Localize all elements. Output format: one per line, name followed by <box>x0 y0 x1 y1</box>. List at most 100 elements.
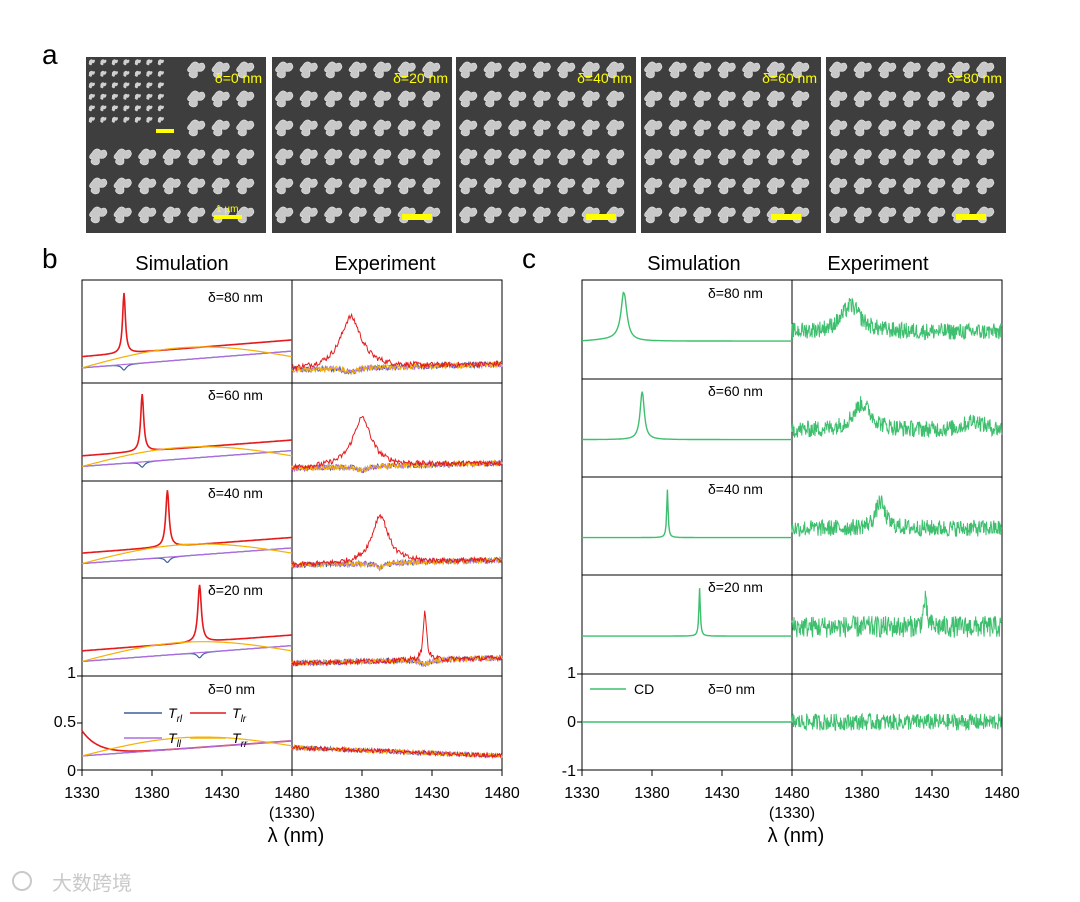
b-y-tick: 1 <box>67 665 76 682</box>
c-exp-line-cd <box>791 396 1003 438</box>
nanostructure <box>878 148 897 166</box>
nanostructure <box>742 148 761 166</box>
scale-bar <box>586 214 616 220</box>
sem-image: δ=20 nm <box>272 57 452 233</box>
sem-delta-label: δ=20 nm <box>393 70 448 86</box>
nanostructure <box>581 148 600 166</box>
nanostructure <box>459 206 478 224</box>
c-row-plot <box>582 391 1003 441</box>
c-x-tick: 1480 <box>774 785 810 802</box>
b-row-labels: δ=80 nm δ=60 nm δ=40 nm δ=20 nm δ=0 nm <box>208 289 263 697</box>
nanostructure <box>483 61 502 79</box>
nanostructure <box>348 206 367 224</box>
c-row-plot <box>581 291 1003 342</box>
nanostructure <box>853 148 872 166</box>
c-sim-line-cd <box>581 291 792 342</box>
c-row-labels: δ=80 nm δ=60 nm δ=40 nm δ=20 nm δ=0 nm <box>708 285 763 697</box>
c-row-plot <box>582 489 1003 539</box>
nanostructure <box>532 148 551 166</box>
nanostructure <box>113 177 132 195</box>
b-sim-line-ll <box>81 547 293 565</box>
nanostructure <box>902 206 921 224</box>
nanostructure <box>275 119 294 137</box>
b-exp-line-lr <box>291 610 503 667</box>
sem-background <box>456 57 636 233</box>
nanostructure <box>236 90 255 108</box>
b-sim-line-rr <box>81 543 293 565</box>
nanostructure <box>742 119 761 137</box>
c-exp-header: Experiment <box>827 253 929 275</box>
nanostructure <box>951 90 970 108</box>
watermark-logo-icon <box>12 871 32 891</box>
nanostructure <box>299 206 318 224</box>
c-sim-line-cd <box>582 588 792 637</box>
inset-nanostructure <box>100 105 107 112</box>
b-x-tick: 1480 <box>274 785 310 802</box>
scale-bar-label: 1 µm <box>216 204 238 215</box>
nanostructure <box>373 177 392 195</box>
inset-nanostructure <box>157 116 164 123</box>
nanostructure <box>606 61 625 79</box>
nanostructure <box>373 61 392 79</box>
inset-nanostructure <box>134 82 141 89</box>
nanostructure <box>397 177 416 195</box>
inset-nanostructure <box>123 70 130 77</box>
c-x-tick: 1380 <box>634 785 670 802</box>
nanostructure <box>742 206 761 224</box>
nanostructure <box>275 148 294 166</box>
nanostructure <box>853 61 872 79</box>
nanostructure <box>976 177 995 195</box>
panel-b: Simulation Experiment δ=80 nm δ=60 nm δ=… <box>54 253 520 847</box>
nanostructure <box>829 61 848 79</box>
nanostructure <box>299 119 318 137</box>
b-sim-line-rr <box>81 446 293 467</box>
sem-delta-label: δ=60 nm <box>762 70 817 86</box>
c-row-label: δ=40 nm <box>708 481 763 497</box>
nanostructure <box>951 119 970 137</box>
inset-nanostructure <box>88 70 95 77</box>
inset-nanostructure <box>134 59 141 66</box>
inset-nanostructure <box>88 59 95 66</box>
c-x-tick: 1330 <box>564 785 600 802</box>
nanostructure <box>211 119 230 137</box>
watermark-text: 大数跨境 <box>52 872 132 895</box>
nanostructure <box>606 119 625 137</box>
b-exp-line-lr <box>291 744 503 760</box>
watermark: 大数跨境 <box>12 871 132 895</box>
nanostructure <box>581 90 600 108</box>
b-exp-line-lr <box>291 513 503 569</box>
inset-nanostructure <box>146 70 153 77</box>
sem-image: 1 µm δ=0 nm <box>86 57 266 233</box>
b-x-axis-label: λ (nm) <box>268 825 325 847</box>
b-exp-header: Experiment <box>334 253 436 275</box>
nanostructure <box>976 119 995 137</box>
nanostructure <box>236 61 255 79</box>
nanostructure <box>927 90 946 108</box>
nanostructure <box>668 61 687 79</box>
nanostructure <box>581 61 600 79</box>
nanostructure <box>113 206 132 224</box>
inset-nanostructure <box>123 116 130 123</box>
nanostructure <box>373 148 392 166</box>
nanostructure <box>693 177 712 195</box>
sem-image: δ=80 nm <box>826 57 1006 233</box>
nanostructure <box>976 148 995 166</box>
b-sim-header: Simulation <box>135 253 228 275</box>
c-x-axis-label: λ (nm) <box>768 825 825 847</box>
nanostructure <box>397 61 416 79</box>
b-row-plot <box>81 490 503 572</box>
b-x-tick: 1430 <box>204 785 240 802</box>
nanostructure <box>976 61 995 79</box>
nanostructure <box>766 177 785 195</box>
legend-label-trr: Trr <box>232 730 248 750</box>
b-row-label: δ=80 nm <box>208 289 263 305</box>
inset-nanostructure <box>111 70 118 77</box>
nanostructure <box>717 61 736 79</box>
nanostructure <box>138 148 157 166</box>
nanostructure <box>459 177 478 195</box>
nanostructure <box>644 90 663 108</box>
inset-nanostructure <box>146 93 153 100</box>
nanostructure <box>581 177 600 195</box>
nanostructure <box>581 119 600 137</box>
nanostructure <box>422 177 441 195</box>
